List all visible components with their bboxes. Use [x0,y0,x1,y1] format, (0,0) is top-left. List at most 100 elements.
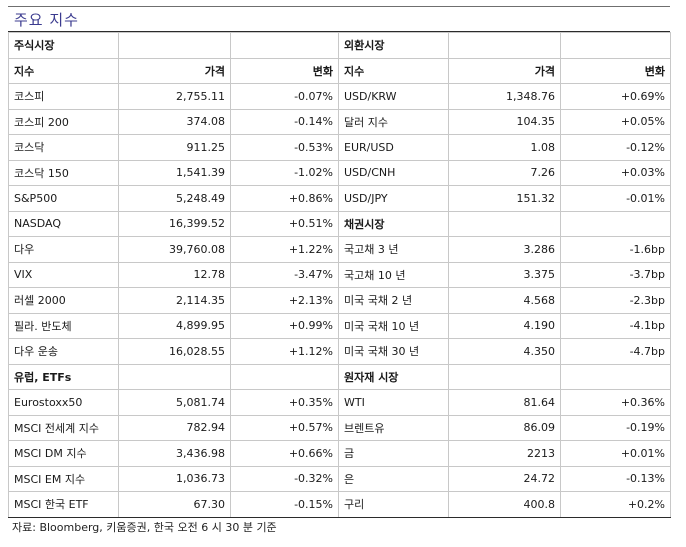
index-change: +0.2% [560,491,671,518]
index-change: -0.01% [560,185,671,212]
index-change: -4.1bp [560,312,671,339]
index-name: USD/CNH [338,159,449,186]
index-name: S&P500 [8,185,119,212]
index-price: 16,399.52 [118,210,231,237]
index-price: 39,760.08 [118,236,231,263]
index-name: 다우 [8,236,119,263]
section-label-stock: 주식시장 [8,32,119,59]
table-row: Eurostoxx50 5,081.74 +0.35% WTI 81.64 +0.36% [8,389,671,416]
index-change: -1.6bp [560,236,671,263]
index-price: 2213 [448,440,561,467]
header-row: 지수 가격 변화 지수 가격 변화 [8,57,671,84]
index-price: 3.375 [448,261,561,288]
index-price: 151.32 [448,185,561,212]
index-change: -0.15% [230,491,339,518]
section-label: 유럽, ETFs [8,363,119,390]
index-price: 4.568 [448,287,561,314]
table-row: MSCI EM 지수 1,036.73 -0.32% 은 24.72 -0.13% [8,465,671,492]
index-price: 5,081.74 [118,389,231,416]
index-price: 67.30 [118,491,231,518]
index-change: +1.12% [230,338,339,365]
index-price: 1,541.39 [118,159,231,186]
table-row: VIX 12.78 -3.47% 국고채 10 년 3.375 -3.7bp [8,261,671,288]
section-row: 주식시장 외환시장 [8,32,671,59]
index-name: VIX [8,261,119,288]
index-change: -0.53% [230,134,339,161]
index-price: 12.78 [118,261,231,288]
index-name: 브렌트유 [338,414,449,441]
index-price: 782.94 [118,414,231,441]
index-price: 1.08 [448,134,561,161]
index-name: 다우 운송 [8,338,119,365]
table-row: 코스피 2,755.11 -0.07% USD/KRW 1,348.76 +0.69% [8,83,671,110]
index-change: +0.86% [230,185,339,212]
source-footnote: 자료: Bloomberg, 키움증권, 한국 오전 6 시 30 분 기준 [12,521,277,534]
index-change: +0.69% [560,83,671,110]
table-row: 필라. 반도체 4,899.95 +0.99% 미국 국채 10 년 4.190 -4.1… [8,312,671,339]
table-row: 다우 운송 16,028.55 +1.12% 미국 국채 30 년 4.350 -4.7b… [8,338,671,365]
index-price: 2,114.35 [118,287,231,314]
index-price: 4,899.95 [118,312,231,339]
empty-cell [560,363,671,390]
empty-cell [448,363,561,390]
table-row: 다우 39,760.08 +1.22% 국고채 3 년 3.286 -1.6bp [8,236,671,263]
index-change: -0.32% [230,465,339,492]
section-label-fx: 외환시장 [338,32,449,59]
index-price: 81.64 [448,389,561,416]
index-change: +1.22% [230,236,339,263]
index-change: +0.36% [560,389,671,416]
index-change: +0.35% [230,389,339,416]
index-price: 1,348.76 [448,83,561,110]
table-row: 유럽, ETFs 원자재 시장 [8,363,671,390]
index-price: 4.190 [448,312,561,339]
index-name: 미국 국채 2 년 [338,287,449,314]
index-change: -0.14% [230,108,339,135]
index-change: -4.7bp [560,338,671,365]
index-change: +0.66% [230,440,339,467]
index-change: +0.01% [560,440,671,467]
index-change: +0.57% [230,414,339,441]
table-row: 코스닥 911.25 -0.53% EUR/USD 1.08 -0.12% [8,134,671,161]
table-row: MSCI 한국 ETF 67.30 -0.15% 구리 400.8 +0.2% [8,491,671,518]
index-price: 7.26 [448,159,561,186]
index-price: 911.25 [118,134,231,161]
index-name: MSCI EM 지수 [8,465,119,492]
empty-cell [448,210,561,237]
col-header-price: 가격 [118,57,231,84]
index-name: 은 [338,465,449,492]
table-row: 코스피 200 374.08 -0.14% 달러 지수 104.35 +0.05% [8,108,671,135]
index-name: 코스피 200 [8,108,119,135]
index-name: USD/JPY [338,185,449,212]
col-header-change: 변화 [230,57,339,84]
index-change: -0.19% [560,414,671,441]
index-change: +0.03% [560,159,671,186]
index-name: Eurostoxx50 [8,389,119,416]
index-change: +0.05% [560,108,671,135]
index-price: 374.08 [118,108,231,135]
index-name: 미국 국채 10 년 [338,312,449,339]
title-bar: 주요 지수 [8,6,670,33]
index-price: 1,036.73 [118,465,231,492]
index-name: EUR/USD [338,134,449,161]
index-name: 금 [338,440,449,467]
empty-cell [118,363,231,390]
index-price: 16,028.55 [118,338,231,365]
index-price: 2,755.11 [118,83,231,110]
index-price: 24.72 [448,465,561,492]
index-name: MSCI 전세계 지수 [8,414,119,441]
index-change: +0.99% [230,312,339,339]
col-header-name-right: 지수 [338,57,449,84]
empty-cell [560,210,671,237]
index-name: USD/KRW [338,83,449,110]
index-change: -0.07% [230,83,339,110]
table-row: 러셀 2000 2,114.35 +2.13% 미국 국채 2 년 4.568 -2.3b… [8,287,671,314]
col-header-price-right: 가격 [448,57,561,84]
index-name: 국고채 10 년 [338,261,449,288]
index-change: -2.3bp [560,287,671,314]
table-row: MSCI DM 지수 3,436.98 +0.66% 금 2213 +0.01% [8,440,671,467]
index-price: 4.350 [448,338,561,365]
index-change: -3.7bp [560,261,671,288]
index-change: -0.13% [560,465,671,492]
index-name: MSCI 한국 ETF [8,491,119,518]
market-index-table: 주식시장 외환시장 지수 가격 변화 지수 가격 변화 코스피 2,755.11-… [8,32,671,518]
